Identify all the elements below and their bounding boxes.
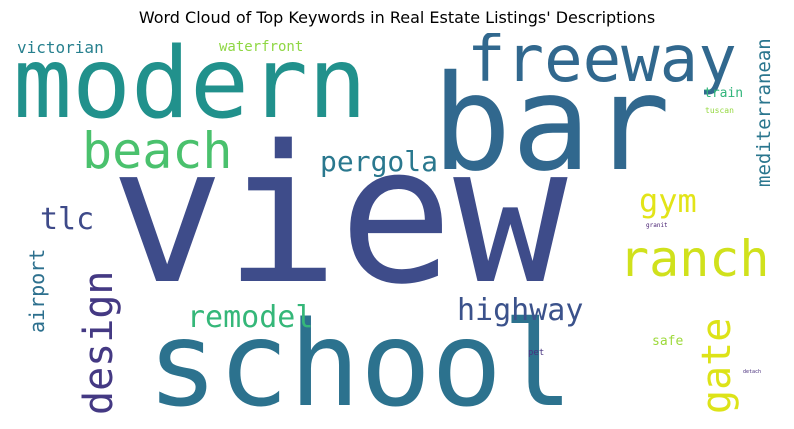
word-pergola: pergola <box>320 145 439 178</box>
word-beach: beach <box>82 122 233 180</box>
word-tuscan: tuscan <box>705 106 734 115</box>
word-airport: airport <box>25 248 49 333</box>
word-design: design <box>76 270 122 416</box>
word-highway: highway <box>457 293 584 328</box>
word-granit: granit <box>646 222 668 229</box>
word-waterfront: waterfront <box>219 39 304 55</box>
word-safe: safe <box>652 334 684 349</box>
chart-title: Word Cloud of Top Keywords in Real Estat… <box>138 8 656 27</box>
word-tlc: tlc <box>40 202 95 237</box>
word-mediterranean: mediterranean <box>753 38 775 187</box>
word-cloud: view school bar modern freeway beach ran… <box>7 33 787 423</box>
word-train: train <box>704 86 744 101</box>
word-detach: detach <box>743 369 762 375</box>
word-victorian: victorian <box>17 38 104 57</box>
word-modern: modern <box>13 33 368 141</box>
word-gate: gate <box>694 317 740 414</box>
word-pet: pet <box>528 348 545 358</box>
word-remodel: remodel <box>187 300 314 335</box>
word-school: school <box>147 295 574 423</box>
word-freeway: freeway <box>467 33 737 97</box>
word-gym: gym <box>639 182 697 220</box>
word-ranch: ranch <box>619 230 770 288</box>
word-view: view <box>110 105 568 326</box>
word-bar: bar <box>432 47 671 201</box>
